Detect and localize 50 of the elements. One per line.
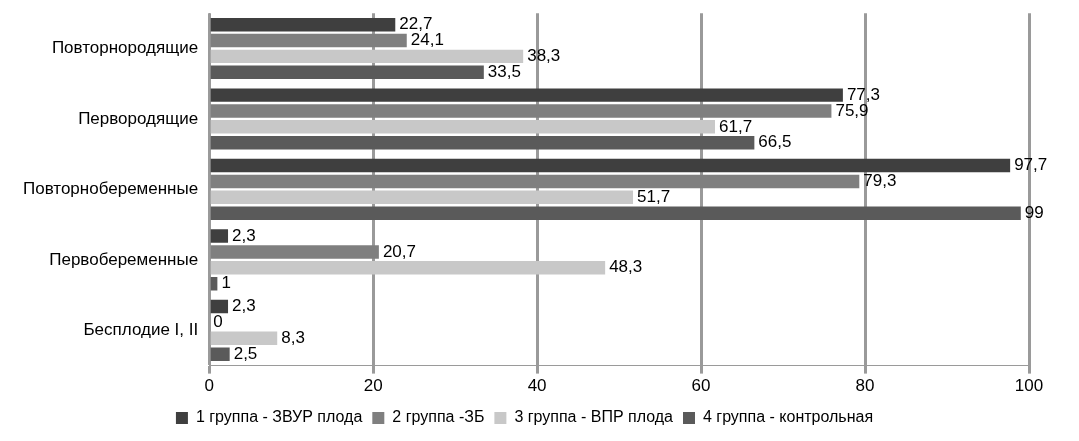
bar	[210, 88, 843, 102]
bar	[210, 135, 755, 150]
data-label: 77,3	[846, 84, 880, 104]
data-label: 97,7	[1014, 155, 1048, 175]
data-label: 8,3	[281, 327, 305, 347]
x-tick-label: 80	[855, 376, 875, 396]
legend-label: 3 группа - ВПР плода	[514, 408, 674, 426]
bar	[210, 347, 230, 361]
bar	[210, 299, 229, 314]
bar	[210, 190, 634, 205]
data-label: 2,3	[232, 225, 256, 245]
bar	[210, 229, 229, 243]
x-tick-label: 0	[204, 376, 214, 396]
bar	[210, 33, 407, 48]
data-label: 79,3	[863, 171, 897, 191]
bar	[210, 206, 1021, 220]
bar	[210, 245, 379, 259]
data-label: 0	[213, 312, 223, 332]
bar	[210, 17, 396, 32]
data-label: 48,3	[609, 257, 643, 277]
data-label: 20,7	[382, 241, 416, 261]
data-label: 66,5	[758, 132, 792, 152]
y-tick-label: Первородящие	[78, 108, 199, 128]
data-label: 33,5	[487, 61, 521, 81]
y-tick-label: Первобеременные	[49, 249, 199, 269]
x-tick-label: 100	[1014, 376, 1044, 396]
x-tick-label: 40	[527, 376, 547, 396]
y-tick-label: Повторнородящие	[51, 38, 199, 58]
data-label: 99	[1024, 202, 1044, 222]
bar	[210, 261, 606, 275]
data-label: 38,3	[527, 46, 561, 66]
bar	[210, 120, 716, 134]
x-tick-label: 20	[363, 376, 383, 396]
bar	[210, 49, 524, 64]
bar	[210, 158, 1011, 173]
bar	[210, 104, 832, 118]
legend-label: 2 группа -ЗБ	[392, 408, 485, 426]
data-label: 61,7	[719, 116, 753, 136]
legend-label: 1 группа - ЗВУР плода	[195, 408, 363, 426]
data-label: 1	[221, 273, 231, 293]
data-label: 51,7	[637, 187, 671, 207]
bar	[210, 65, 484, 79]
data-label: 2,3	[232, 296, 256, 316]
legend-label: 4 группа - контрольная	[702, 408, 874, 426]
data-label: 2,5	[233, 343, 258, 363]
x-tick-label: 60	[691, 376, 711, 396]
bar	[210, 331, 278, 346]
y-tick-label: Повторнобеременные	[22, 179, 199, 199]
y-tick-label: Бесплодие I, II	[83, 320, 199, 340]
bar	[210, 174, 860, 189]
